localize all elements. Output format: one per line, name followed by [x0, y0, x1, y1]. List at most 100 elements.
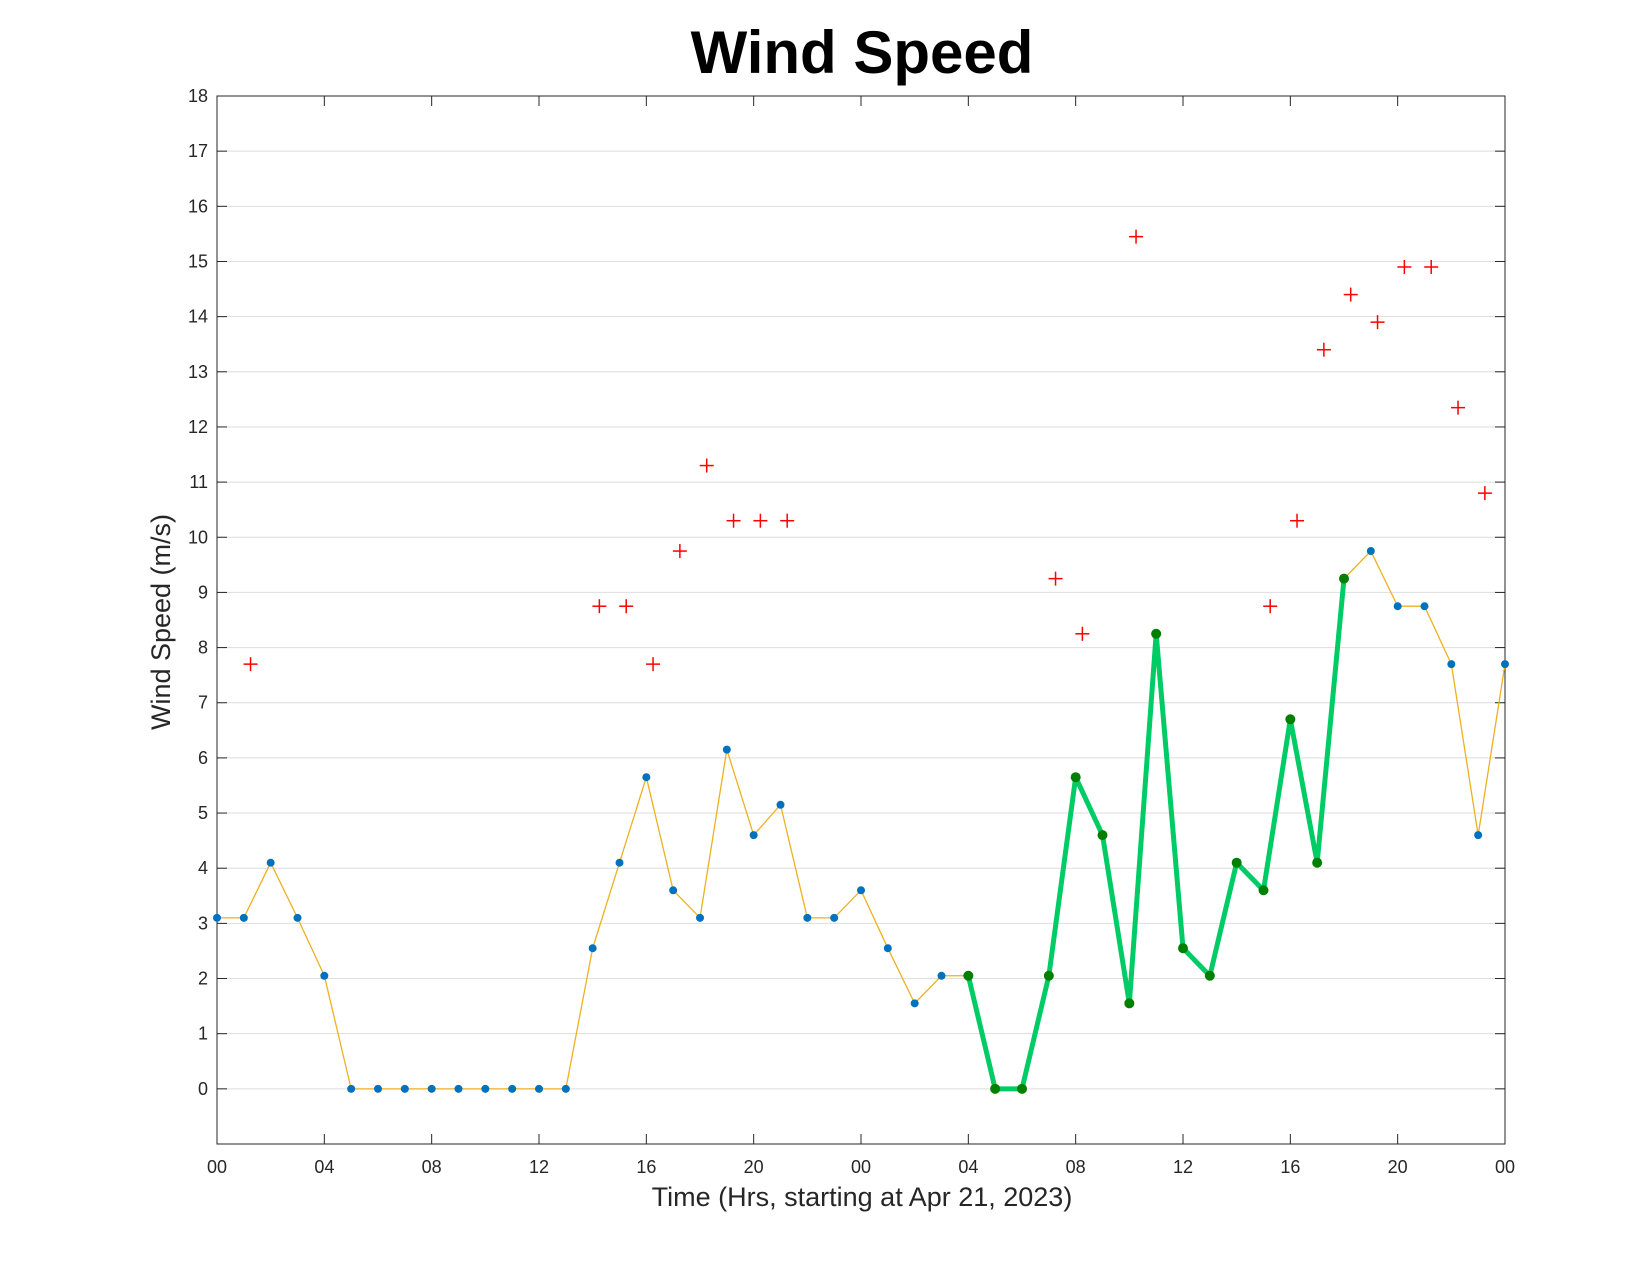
- series-point: [535, 1084, 543, 1093]
- gust-plus-marker: [243, 657, 258, 672]
- y-tick-label: 11: [189, 472, 208, 492]
- series-point: [937, 971, 946, 980]
- highlight-point: [1312, 857, 1323, 868]
- gust-plus-marker: [619, 599, 634, 614]
- highlight-point: [1043, 970, 1054, 981]
- gust-plus-marker: [780, 513, 795, 528]
- chart-title: Wind Speed: [691, 19, 1034, 86]
- gust-plus-marker: [1129, 229, 1144, 244]
- series-point: [1393, 602, 1402, 611]
- highlight-point: [1097, 830, 1108, 841]
- y-tick-label: 18: [188, 86, 208, 106]
- y-tick-label: 7: [198, 693, 208, 713]
- y-tick-label: 13: [188, 362, 208, 382]
- series-point: [266, 858, 275, 867]
- series-line: [217, 550, 1506, 1090]
- y-tick-label: 14: [188, 307, 208, 327]
- y-tick-label: 9: [198, 582, 208, 602]
- highlight-point: [963, 970, 974, 981]
- series-point: [1420, 602, 1429, 611]
- series-point: [749, 831, 758, 840]
- y-tick-label: 17: [188, 141, 208, 161]
- gust-plus-marker: [592, 599, 607, 614]
- gust-plus-marker: [1477, 486, 1492, 501]
- series-point: [481, 1084, 490, 1093]
- series-point: [1474, 831, 1483, 840]
- x-tick-label: 00: [1495, 1157, 1515, 1177]
- highlight-point: [1339, 573, 1349, 584]
- highlight-line: [965, 576, 1347, 1092]
- highlight-point: [1151, 628, 1162, 639]
- y-tick-label: 10: [188, 527, 208, 547]
- highlight-point: [1070, 772, 1081, 783]
- gust-plus-marker: [753, 513, 768, 528]
- series-point: [427, 1084, 436, 1093]
- series-point: [213, 913, 221, 922]
- y-tick-label: 6: [198, 748, 208, 768]
- y-tick-label: 0: [198, 1079, 208, 1099]
- x-tick-label: 00: [207, 1157, 227, 1177]
- x-tick-label: 00: [851, 1157, 871, 1177]
- gust-plus-marker: [1316, 342, 1331, 357]
- series-point: [1447, 660, 1456, 669]
- highlight-point: [1231, 857, 1242, 868]
- series-point: [347, 1084, 356, 1093]
- gust-plus-marker: [1290, 513, 1305, 528]
- series-point: [669, 886, 678, 895]
- x-tick-label: 20: [1388, 1157, 1408, 1177]
- gust-plus-marker: [1451, 400, 1466, 415]
- series-point: [803, 913, 812, 922]
- series-point: [776, 800, 785, 809]
- series-point: [1501, 660, 1509, 669]
- gust-plus-marker: [1263, 599, 1278, 614]
- y-tick-label: 12: [188, 417, 208, 437]
- gust-plus-marker: [1075, 626, 1090, 641]
- highlight-point: [1124, 998, 1135, 1009]
- x-tick-label: 08: [422, 1157, 442, 1177]
- series-point: [910, 999, 919, 1008]
- highlight-point: [1285, 714, 1296, 725]
- series-point: [508, 1084, 517, 1093]
- gust-plus-marker: [1397, 259, 1412, 274]
- x-axis-ticks: 00 04 08 12 16 20 00 04 08 12 16 20 00: [207, 96, 1515, 1177]
- series-layer: [213, 229, 1509, 1094]
- series-point: [374, 1084, 382, 1093]
- y-tick-label: 16: [188, 196, 208, 216]
- highlight-point: [1204, 970, 1215, 981]
- x-tick-label: 04: [314, 1157, 334, 1177]
- y-tick-label: 4: [198, 858, 208, 878]
- gust-plus-marker: [1343, 287, 1358, 302]
- x-tick-label: 16: [1280, 1157, 1300, 1177]
- highlight-point: [1017, 1083, 1027, 1094]
- gust-plus-marker: [699, 458, 714, 473]
- y-axis-label: Wind Speed (m/s): [146, 514, 176, 730]
- series-point: [1366, 547, 1375, 556]
- gust-plus-marker: [1370, 315, 1385, 330]
- series-point: [293, 913, 302, 922]
- grid-lines: [217, 95, 1505, 1090]
- plot-frame: [216, 95, 1506, 1145]
- series-point: [696, 913, 704, 922]
- series-point: [642, 773, 651, 782]
- series-point: [561, 1084, 570, 1093]
- x-tick-label: 08: [1066, 1157, 1086, 1177]
- series-point: [830, 913, 839, 922]
- y-tick-label: 8: [198, 638, 208, 658]
- y-tick-label: 5: [198, 803, 208, 823]
- gust-plus-marker: [1048, 571, 1063, 586]
- series-point: [883, 944, 892, 953]
- gust-plus-marker: [646, 657, 661, 672]
- x-tick-label: 12: [1173, 1157, 1193, 1177]
- x-tick-label: 16: [636, 1157, 656, 1177]
- series-point: [320, 971, 329, 980]
- series-point: [722, 745, 731, 754]
- y-tick-label: 3: [198, 913, 208, 933]
- x-tick-label: 12: [529, 1157, 549, 1177]
- gust-plus-marker: [726, 513, 741, 528]
- plot-area-border: [216, 95, 1506, 1145]
- x-axis-label: Time (Hrs, starting at Apr 21, 2023): [652, 1182, 1073, 1212]
- highlight-point: [1258, 885, 1269, 896]
- series-point: [588, 944, 597, 953]
